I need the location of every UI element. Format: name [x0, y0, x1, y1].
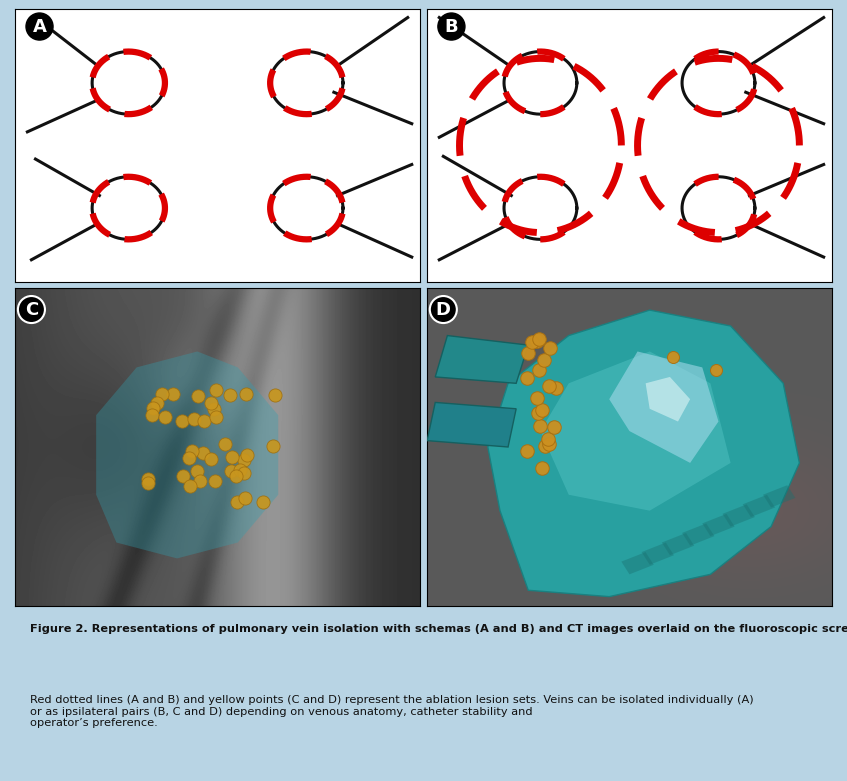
- Point: [218, 437, 231, 450]
- Point: [208, 475, 222, 487]
- Point: [239, 492, 252, 505]
- Polygon shape: [622, 552, 654, 574]
- Point: [547, 421, 561, 433]
- Point: [190, 465, 203, 477]
- Text: A: A: [32, 17, 47, 36]
- Point: [531, 407, 545, 419]
- Point: [188, 413, 202, 426]
- Point: [182, 452, 196, 465]
- Point: [530, 391, 544, 404]
- Polygon shape: [722, 505, 755, 526]
- Text: D: D: [436, 301, 451, 319]
- Point: [224, 388, 237, 401]
- Text: B: B: [445, 17, 458, 36]
- Point: [535, 462, 549, 474]
- Point: [237, 466, 251, 479]
- Polygon shape: [609, 351, 718, 463]
- Point: [543, 341, 556, 354]
- Point: [230, 495, 244, 508]
- Polygon shape: [97, 351, 279, 558]
- Point: [183, 480, 197, 493]
- Polygon shape: [641, 543, 674, 565]
- Point: [147, 402, 160, 415]
- Point: [541, 433, 555, 445]
- Point: [542, 437, 556, 450]
- Point: [141, 473, 155, 485]
- Text: C: C: [25, 301, 38, 319]
- Polygon shape: [743, 494, 775, 517]
- Point: [204, 397, 218, 409]
- Point: [191, 390, 205, 402]
- Polygon shape: [427, 402, 516, 447]
- Point: [175, 415, 189, 427]
- Point: [526, 336, 540, 348]
- Point: [166, 387, 180, 400]
- Point: [233, 464, 246, 476]
- Point: [533, 420, 546, 433]
- Point: [230, 469, 243, 482]
- Point: [238, 454, 252, 466]
- Point: [550, 382, 563, 394]
- Point: [193, 475, 207, 487]
- Point: [197, 447, 210, 459]
- Point: [533, 364, 546, 376]
- Point: [197, 415, 211, 427]
- Point: [156, 388, 169, 401]
- Polygon shape: [540, 351, 731, 511]
- Point: [150, 397, 163, 409]
- Point: [268, 389, 281, 401]
- Polygon shape: [488, 310, 800, 597]
- Point: [530, 335, 544, 348]
- Point: [520, 444, 534, 457]
- Point: [239, 388, 252, 401]
- Text: Red dotted lines (A and B) and yellow points (C and D) represent the ablation le: Red dotted lines (A and B) and yellow po…: [30, 695, 754, 729]
- Point: [532, 333, 545, 345]
- Point: [520, 372, 534, 384]
- Polygon shape: [645, 377, 690, 422]
- Polygon shape: [763, 485, 795, 508]
- Point: [208, 402, 221, 415]
- Point: [538, 440, 551, 453]
- Point: [210, 384, 224, 397]
- Point: [709, 363, 722, 376]
- Point: [667, 351, 680, 364]
- Point: [158, 411, 171, 423]
- Point: [534, 404, 548, 416]
- Point: [141, 476, 155, 489]
- Point: [185, 445, 198, 458]
- Point: [177, 470, 191, 483]
- Point: [204, 452, 218, 465]
- Polygon shape: [435, 336, 529, 383]
- Point: [267, 440, 280, 452]
- Point: [241, 449, 254, 462]
- Point: [224, 465, 238, 477]
- Point: [257, 496, 270, 508]
- Polygon shape: [702, 514, 734, 536]
- Polygon shape: [662, 533, 695, 555]
- Point: [538, 354, 551, 366]
- Point: [521, 347, 534, 359]
- Point: [209, 411, 223, 423]
- Point: [225, 451, 239, 463]
- Point: [146, 408, 159, 421]
- Point: [542, 380, 556, 392]
- Polygon shape: [682, 523, 714, 546]
- Text: Figure 2. Representations of pulmonary vein isolation with schemas (A and B) and: Figure 2. Representations of pulmonary v…: [30, 623, 847, 633]
